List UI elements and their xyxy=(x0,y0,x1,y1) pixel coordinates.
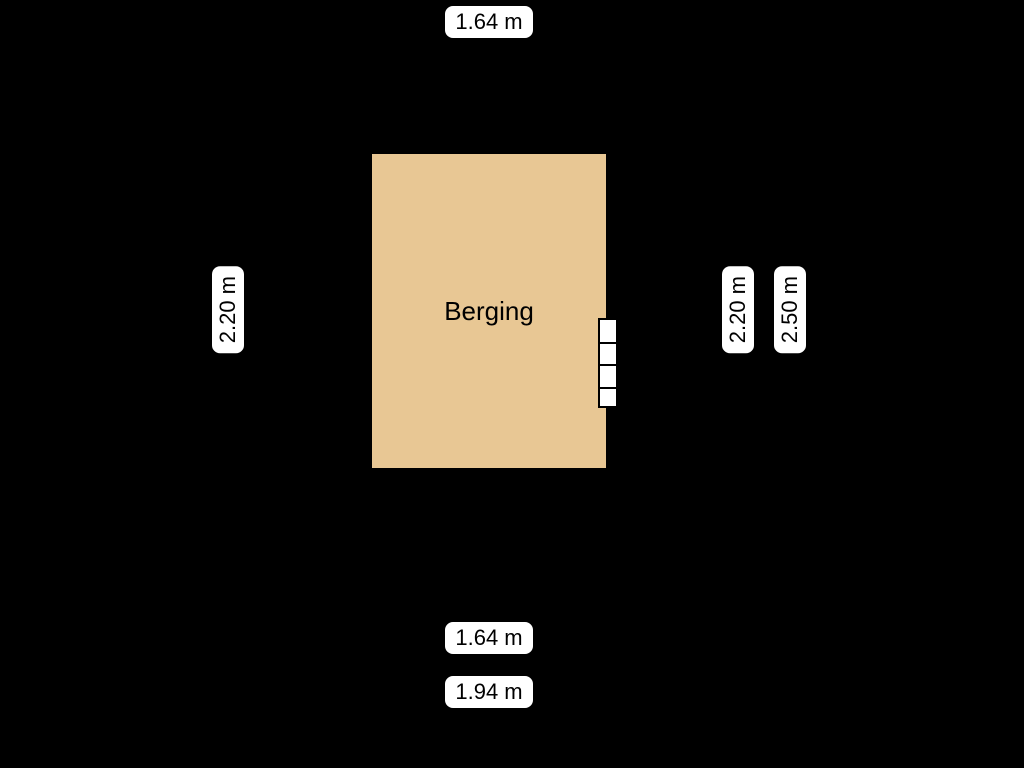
room-label: Berging xyxy=(444,296,534,327)
dimension-bottom-inner: 1.64 m xyxy=(445,622,532,654)
room-berging: Berging xyxy=(372,154,606,468)
dimension-top-inner: 1.64 m xyxy=(445,6,532,38)
dimension-left-inner: 2.20 m xyxy=(212,266,244,353)
door-stripe xyxy=(600,342,616,344)
door-stripe xyxy=(600,364,616,366)
dimension-bottom-outer: 1.94 m xyxy=(445,676,532,708)
door-stripe xyxy=(600,387,616,389)
dimension-right-outer: 2.50 m xyxy=(774,266,806,353)
door-icon xyxy=(598,318,618,408)
dimension-right-inner: 2.20 m xyxy=(722,266,754,353)
